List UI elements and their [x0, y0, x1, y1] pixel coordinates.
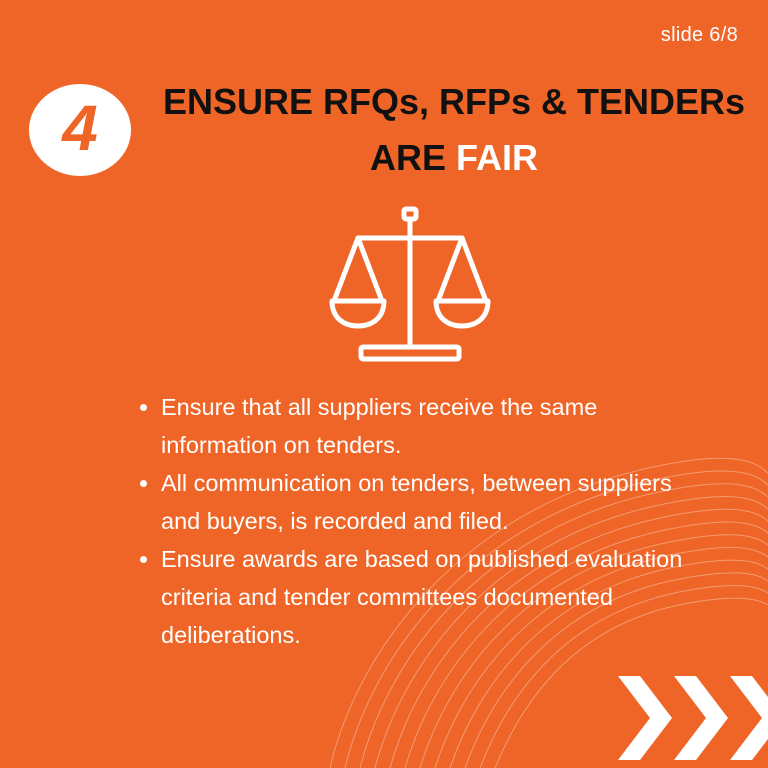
slide-counter: slide 6/8 — [660, 24, 738, 46]
triple-chevron-icon — [618, 676, 768, 760]
balance-scale-icon — [329, 206, 491, 362]
number-four-icon: 4 — [60, 92, 98, 164]
title-line-2-dark: ARE — [369, 137, 446, 178]
slide-title: ENSURE RFQs, RFPs & TENDERs ARE FAIR — [140, 80, 768, 180]
title-line-2: ARE FAIR — [140, 136, 768, 180]
bullet-item: All communication on tenders, between su… — [138, 464, 698, 540]
bullet-list: Ensure that all suppliers receive the sa… — [138, 388, 698, 654]
title-line-1: ENSURE RFQs, RFPs & TENDERs — [162, 81, 746, 122]
step-number-badge: 4 — [29, 84, 131, 176]
title-line-2-highlight: FAIR — [456, 137, 539, 178]
bullet-item: Ensure that all suppliers receive the sa… — [138, 388, 698, 464]
step-number: 4 — [60, 92, 98, 164]
bullet-item: Ensure awards are based on published eva… — [138, 540, 698, 654]
